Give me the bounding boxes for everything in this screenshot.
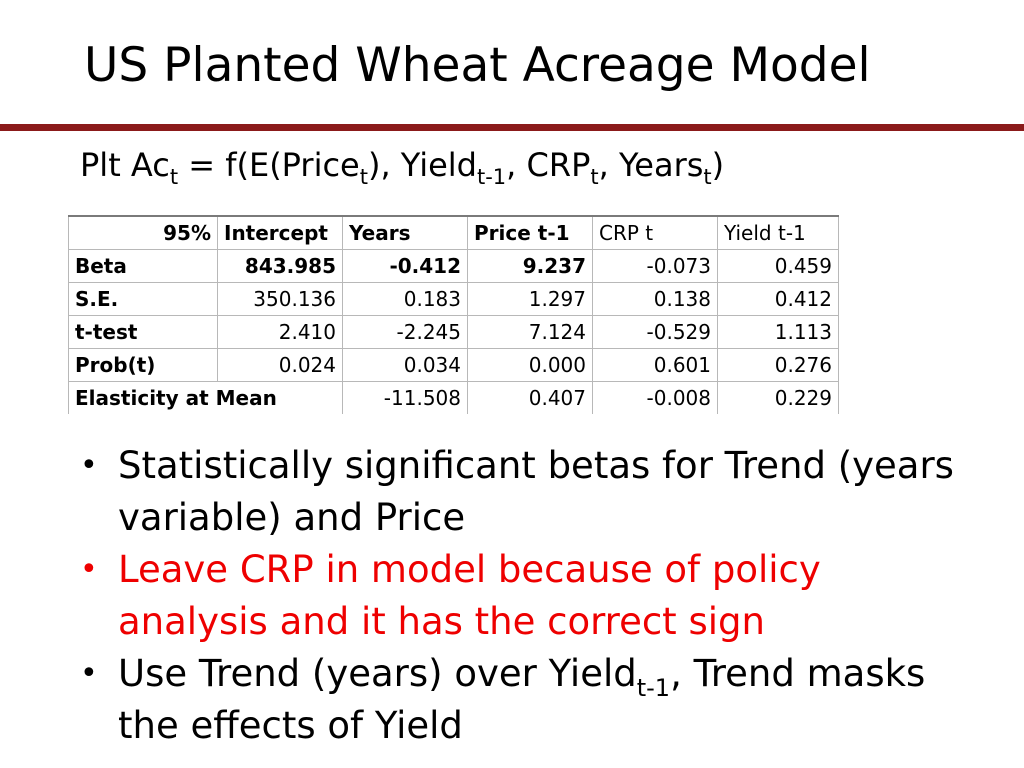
table-cell: -0.412 xyxy=(342,249,468,283)
bullet-item: • Leave CRP in model because of policy an… xyxy=(80,544,980,648)
header-intercept: Intercept xyxy=(217,215,343,250)
table-cell: 1.113 xyxy=(717,315,839,349)
bullet-dot-icon: • xyxy=(80,448,98,483)
regression-table: 95% Intercept Years Price t-1 CRP t Yiel… xyxy=(68,215,839,414)
model-equation: Plt Act = f(E(Pricet), Yieldt-1, CRPt, Y… xyxy=(80,146,725,189)
row-label: Elasticity at Mean xyxy=(68,381,343,414)
table-cell: -0.529 xyxy=(592,315,718,349)
table-row: t-test 2.410 -2.245 7.124 -0.529 1.113 xyxy=(68,315,839,349)
table-row: Prob(t) 0.024 0.034 0.000 0.601 0.276 xyxy=(68,348,839,382)
table-cell: 0.407 xyxy=(467,381,593,414)
table-cell: 9.237 xyxy=(467,249,593,283)
bullet-list: • Statistically significant betas for Tre… xyxy=(80,440,980,752)
bullet-dot-icon: • xyxy=(80,552,98,587)
table-cell: -2.245 xyxy=(342,315,468,349)
table-cell: 843.985 xyxy=(217,249,343,283)
row-label: t-test xyxy=(68,315,218,349)
header-crp: CRP t xyxy=(592,215,718,250)
table-row: Elasticity at Mean -11.508 0.407 -0.008 … xyxy=(68,381,839,414)
table-cell: 0.601 xyxy=(592,348,718,382)
slide-title: US Planted Wheat Acreage Model xyxy=(84,38,871,93)
row-label: Prob(t) xyxy=(68,348,218,382)
header-years: Years xyxy=(342,215,468,250)
table-header-row: 95% Intercept Years Price t-1 CRP t Yiel… xyxy=(68,215,839,250)
table-row: S.E. 350.136 0.183 1.297 0.138 0.412 xyxy=(68,282,839,316)
title-divider xyxy=(0,124,1024,131)
table-cell: 2.410 xyxy=(217,315,343,349)
table-cell: -0.073 xyxy=(592,249,718,283)
table-cell: 0.459 xyxy=(717,249,839,283)
bullet-item: • Use Trend (years) over Yieldt-1, Trend … xyxy=(80,648,980,752)
table-cell: -11.508 xyxy=(342,381,468,414)
header-yield: Yield t-1 xyxy=(717,215,839,250)
bullet-item: • Statistically significant betas for Tre… xyxy=(80,440,980,544)
table-cell: 0.276 xyxy=(717,348,839,382)
table-cell: 0.024 xyxy=(217,348,343,382)
table-cell: -0.008 xyxy=(592,381,718,414)
table-cell: 0.229 xyxy=(717,381,839,414)
header-confidence: 95% xyxy=(68,215,218,250)
bullet-dot-icon: • xyxy=(80,656,98,691)
table-cell: 1.297 xyxy=(467,282,593,316)
table-cell: 0.138 xyxy=(592,282,718,316)
table-cell: 0.183 xyxy=(342,282,468,316)
table-cell: 7.124 xyxy=(467,315,593,349)
header-price: Price t-1 xyxy=(467,215,593,250)
table-cell: 0.412 xyxy=(717,282,839,316)
table-row: Beta 843.985 -0.412 9.237 -0.073 0.459 xyxy=(68,249,839,283)
table-cell: 0.034 xyxy=(342,348,468,382)
row-label: Beta xyxy=(68,249,218,283)
row-label: S.E. xyxy=(68,282,218,316)
table-cell: 0.000 xyxy=(467,348,593,382)
table-cell: 350.136 xyxy=(217,282,343,316)
